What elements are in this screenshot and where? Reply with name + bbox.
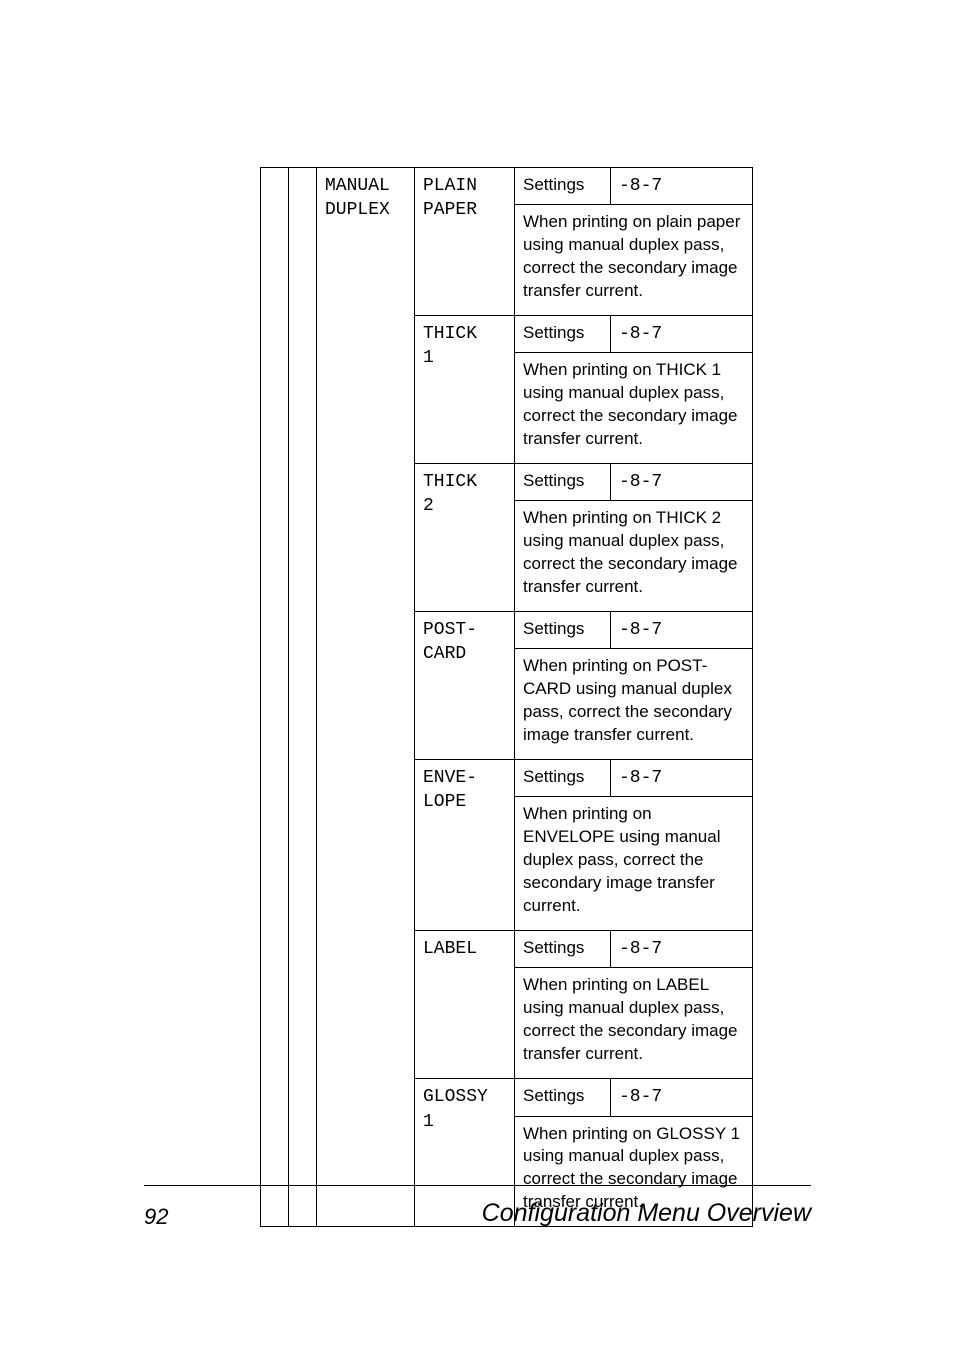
footer-title: Configuration Menu Overview [482, 1199, 811, 1228]
media-type-cell: THICK 1 [415, 316, 515, 464]
settings-label: Settings [515, 760, 611, 797]
settings-value: -8-7 [611, 931, 753, 968]
settings-value: -8-7 [611, 316, 753, 353]
media-type-cell: LABEL [415, 931, 515, 1079]
media-type-cell: PLAIN PAPER [415, 168, 515, 316]
settings-value: -8-7 [611, 760, 753, 797]
manual-duplex-cell: MANUAL DUPLEX [317, 168, 415, 1227]
description-cell: When printing on THICK 1 using manual du… [515, 353, 753, 464]
settings-value: -8-7 [611, 168, 753, 205]
settings-value: -8-7 [611, 464, 753, 501]
settings-label: Settings [515, 464, 611, 501]
settings-value: -8-7 [611, 1079, 753, 1116]
settings-label: Settings [515, 168, 611, 205]
table-row: MANUAL DUPLEX PLAIN PAPER Settings -8-7 [261, 168, 753, 205]
page-number: 92 [144, 1204, 168, 1230]
description-cell: When printing on ENVELOPE using manual d… [515, 797, 753, 931]
settings-label: Settings [515, 316, 611, 353]
footer-rule [144, 1185, 811, 1186]
media-type-cell: ENVE- LOPE [415, 760, 515, 931]
description-cell: When printing on plain paper using manua… [515, 205, 753, 316]
settings-table: MANUAL DUPLEX PLAIN PAPER Settings -8-7 … [260, 167, 753, 1227]
settings-label: Settings [515, 931, 611, 968]
settings-label: Settings [515, 612, 611, 649]
settings-value: -8-7 [611, 612, 753, 649]
media-type-cell: THICK 2 [415, 464, 515, 612]
blank-cell [289, 168, 317, 1227]
description-cell: When printing on LABEL using manual dupl… [515, 968, 753, 1079]
document-page: MANUAL DUPLEX PLAIN PAPER Settings -8-7 … [0, 0, 954, 1351]
settings-table-wrap: MANUAL DUPLEX PLAIN PAPER Settings -8-7 … [260, 167, 752, 1227]
settings-label: Settings [515, 1079, 611, 1116]
description-cell: When printing on POST-CARD using manual … [515, 649, 753, 760]
media-type-cell: POST- CARD [415, 612, 515, 760]
blank-cell [261, 168, 289, 1227]
description-cell: When printing on THICK 2 using manual du… [515, 501, 753, 612]
